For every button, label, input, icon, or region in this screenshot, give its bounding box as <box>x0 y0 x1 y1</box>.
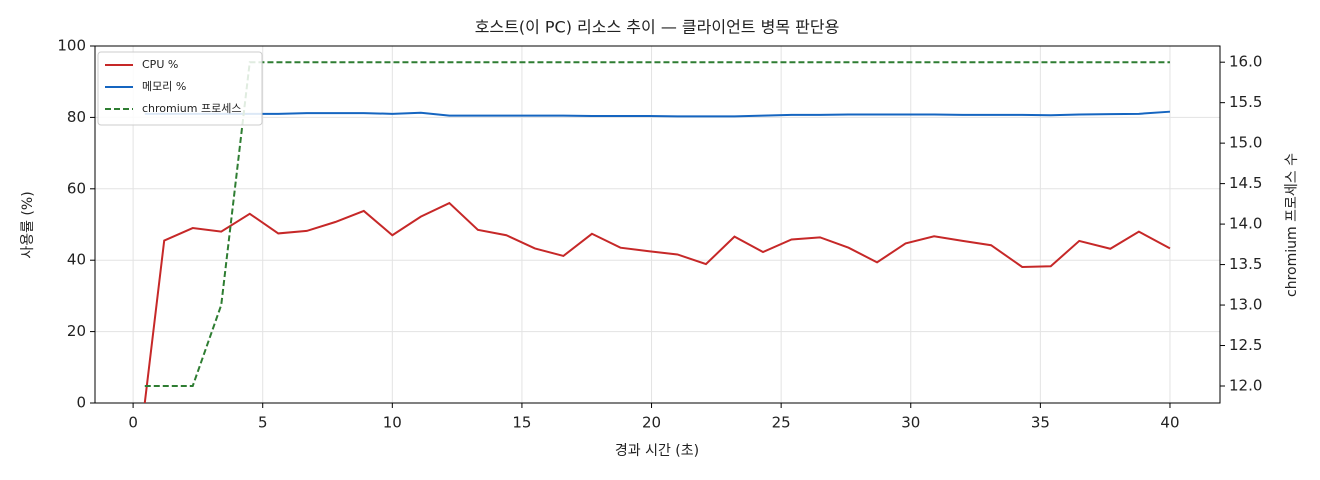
series-line <box>144 110 1171 118</box>
y2-tick-label: 13.0 <box>1229 296 1262 314</box>
y-tick-label: 80 <box>67 108 86 126</box>
series-line <box>144 61 1170 387</box>
y-tick-label: 60 <box>67 179 86 197</box>
x-tick-label: 0 <box>128 414 138 432</box>
y2-tick-label: 16.0 <box>1229 53 1262 71</box>
legend-label: 메모리 % <box>142 80 186 93</box>
x-tick-label: 10 <box>383 414 402 432</box>
y2-tick-label: 15.0 <box>1229 134 1262 152</box>
x-axis-label: 경과 시간 (초) <box>615 443 699 459</box>
y2-tick-label: 14.0 <box>1229 215 1262 233</box>
x-tick-label: 30 <box>901 414 920 432</box>
y2-tick-label: 12.0 <box>1229 377 1262 395</box>
y-tick-label: 100 <box>57 37 86 55</box>
y2-axis-label: chromium 프로세스 수 <box>1284 153 1300 297</box>
x-tick-label: 15 <box>512 414 531 432</box>
legend-label: chromium 프로세스 <box>142 102 241 115</box>
chart-title: 호스트(이 PC) 리소스 추이 — 클라이언트 병목 판단용 <box>475 18 840 37</box>
legend-box <box>97 51 263 126</box>
x-tick-label: 35 <box>1031 414 1050 432</box>
legend-label: CPU % <box>142 58 178 71</box>
y2-tick-label: 15.5 <box>1229 93 1262 111</box>
y-tick-label: 0 <box>76 394 86 412</box>
y-tick-label: 40 <box>67 251 86 269</box>
y-axis-label: 사용률 (%) <box>20 191 36 258</box>
y2-tick-label: 13.5 <box>1229 255 1262 273</box>
x-tick-label: 40 <box>1160 414 1179 432</box>
series-line <box>143 201 1171 403</box>
y2-tick-label: 12.5 <box>1229 336 1262 354</box>
x-tick-label: 5 <box>258 414 268 432</box>
x-tick-label: 25 <box>772 414 791 432</box>
y-tick-label: 20 <box>67 322 86 340</box>
x-tick-label: 20 <box>642 414 661 432</box>
plot-frame <box>94 45 1221 404</box>
y2-tick-label: 14.5 <box>1229 174 1262 192</box>
